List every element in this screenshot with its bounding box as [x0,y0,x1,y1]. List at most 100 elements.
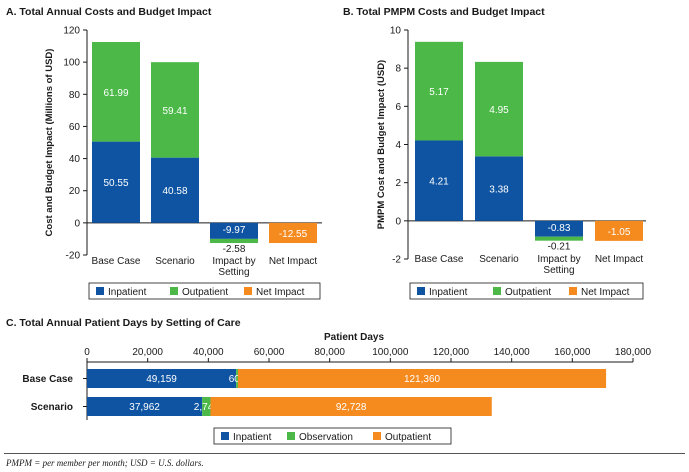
x-tick-label: 20,000 [132,347,163,358]
legend-box [213,427,452,445]
bar-outpatient [535,236,583,241]
bar-net-impact [269,222,317,244]
data-label: -2.58 [223,244,246,255]
category-label: Setting [218,267,249,278]
category-label: Base Case [22,374,73,385]
bar-outpatient [415,41,463,141]
category-label: Base Case [92,256,141,267]
chart-title: B. Total PMPM Costs and Budget Impact [343,6,545,18]
bar-inpatient [87,397,203,416]
bar-inpatient [151,157,199,223]
legend-box [409,282,644,300]
y-axis-label: Cost and Budget Impact (Millions of USD) [44,49,55,237]
data-label: 49,159 [146,374,177,385]
x-tick-label: 140,000 [494,347,531,358]
data-label: 4.95 [489,105,509,116]
panel-b: B. Total PMPM Costs and Budget Impact PMP… [343,6,646,300]
legend-swatch [287,432,295,440]
legend: Inpatient Outpatient Net Impact [409,282,644,300]
x-tick-label: 160,000 [554,347,591,358]
legend-swatch [373,432,381,440]
y-tick-label: 120 [63,26,80,37]
data-label: -0.21 [548,242,571,253]
y-tick-label: 6 [395,102,401,113]
chart-title: C. Total Annual Patient Days by Setting … [6,317,241,329]
data-label: -9.97 [223,225,246,236]
bar-inpatient [415,140,463,221]
y-tick-label: 4 [395,140,401,151]
legend-label: Inpatient [429,287,468,298]
y-tick-label: 10 [390,26,402,37]
data-label: -12.55 [279,229,308,240]
bar-observation [202,397,211,416]
legend-label: Inpatient [108,287,147,298]
bar-inpatient [87,369,237,388]
y-tick-label: 80 [69,90,81,101]
footnote-divider [4,453,685,454]
data-label: 121,360 [404,374,441,385]
y-tick-label: 2 [395,178,401,189]
legend-swatch [569,287,577,295]
legend-swatch [170,287,178,295]
bar-outpatient [475,61,523,157]
category-label: Net Impact [269,256,318,267]
y-tick-label: 8 [395,64,401,75]
panel-a: A. Total Annual Costs and Budget Impact C… [6,6,322,300]
data-label: 59.41 [162,106,187,117]
legend-swatch [96,287,104,295]
panel-c: C. Total Annual Patient Days by Setting … [6,317,652,445]
legend-label: Net Impact [581,287,630,298]
category-label: Impact by [212,256,255,267]
bar-outpatient [237,369,607,388]
bar-outpatient [210,238,258,244]
data-label: -0.83 [548,223,571,234]
y-tick-label: 0 [74,218,80,229]
chart-title: A. Total Annual Costs and Budget Impact [6,6,212,18]
legend-label: Outpatient [182,287,228,298]
bar-outpatient [151,62,199,158]
category-label: Scenario [155,256,195,267]
category-label: Scenario [31,402,73,413]
bar-outpatient [92,41,140,142]
x-tick-label: 120,000 [433,347,470,358]
y-tick-label: -2 [392,255,401,266]
bar-inpatient [475,156,523,221]
legend-label: Net Impact [256,287,305,298]
category-label: Base Case [415,254,464,265]
y-tick-label: 40 [69,154,81,165]
y-tick-label: 20 [69,186,81,197]
footnote: PMPM = per member per month; USD = U.S. … [6,458,204,468]
legend-box [88,282,321,300]
bar-inpatient [210,222,258,239]
category-label: Setting [543,265,574,276]
legend-swatch [244,287,252,295]
x-axis-label: Patient Days [324,332,384,343]
bar-outpatient [210,397,492,416]
legend: Inpatient Outpatient Net Impact [88,282,321,300]
y-tick-label: -20 [66,251,81,262]
bar-inpatient [92,141,140,223]
data-label: 606 [229,374,246,385]
x-tick-label: 0 [84,347,90,358]
data-label: 4.21 [429,177,449,188]
legend-swatch [493,287,501,295]
x-tick-label: 100,000 [372,347,409,358]
y-tick-label: 60 [69,122,81,133]
y-axis-label: PMPM Cost and Budget Impact (USD) [376,60,387,229]
data-label: 37,962 [129,402,160,413]
y-tick-label: 100 [63,58,80,69]
data-label: 50.55 [103,178,128,189]
data-label: 92,728 [336,402,367,413]
bar-inpatient [535,220,583,237]
category-label: Scenario [479,254,519,265]
legend-swatch [221,432,229,440]
x-tick-label: 180,000 [615,347,652,358]
x-tick-label: 60,000 [254,347,285,358]
legend-label: Inpatient [233,432,272,443]
legend-swatch [417,287,425,295]
x-tick-label: 40,000 [193,347,224,358]
legend-label: Observation [299,432,353,443]
legend-label: Outpatient [505,287,551,298]
legend: Inpatient Observation Outpatient [213,427,452,445]
